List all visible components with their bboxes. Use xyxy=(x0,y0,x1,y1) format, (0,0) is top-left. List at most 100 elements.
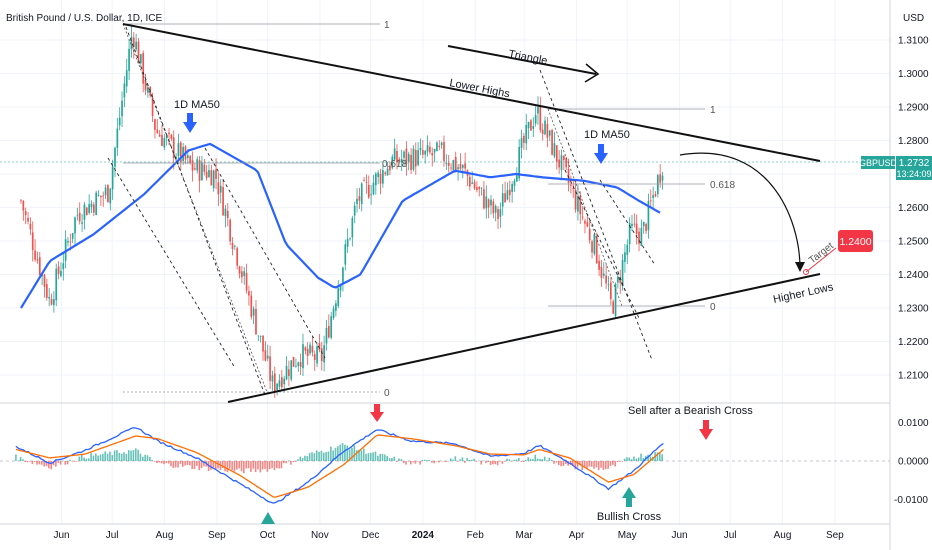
candle[interactable] xyxy=(97,190,100,197)
candle[interactable] xyxy=(257,335,260,341)
candle[interactable] xyxy=(320,341,323,371)
candle[interactable] xyxy=(236,246,239,270)
candle[interactable] xyxy=(640,219,643,247)
candle[interactable] xyxy=(191,151,194,182)
candle[interactable] xyxy=(572,179,575,199)
candle[interactable] xyxy=(226,202,229,227)
candle[interactable] xyxy=(67,237,69,247)
candle[interactable] xyxy=(144,73,147,96)
candle[interactable] xyxy=(74,216,76,246)
candle[interactable] xyxy=(431,147,434,167)
candle[interactable] xyxy=(304,345,307,355)
candle[interactable] xyxy=(614,282,617,319)
candle[interactable] xyxy=(652,186,654,210)
candle[interactable] xyxy=(562,155,565,171)
candle[interactable] xyxy=(60,262,62,278)
candle[interactable] xyxy=(527,121,530,140)
candle[interactable] xyxy=(161,125,163,147)
candle[interactable] xyxy=(539,96,542,133)
candle[interactable] xyxy=(421,140,424,159)
candle[interactable] xyxy=(198,156,201,193)
candle[interactable] xyxy=(642,221,645,234)
candle[interactable] xyxy=(38,251,41,278)
candle[interactable] xyxy=(372,174,375,196)
candle[interactable] xyxy=(649,189,652,208)
candle[interactable] xyxy=(243,267,246,285)
macd-line[interactable] xyxy=(15,427,664,504)
candle[interactable] xyxy=(405,141,408,176)
candle[interactable] xyxy=(43,273,46,298)
candle[interactable] xyxy=(114,146,116,178)
candle[interactable] xyxy=(290,360,293,382)
candle[interactable] xyxy=(271,370,274,391)
candle[interactable] xyxy=(154,118,156,139)
candle[interactable] xyxy=(400,149,403,171)
candle[interactable] xyxy=(280,369,283,391)
candle[interactable] xyxy=(313,350,316,371)
candle[interactable] xyxy=(586,215,589,228)
candle[interactable] xyxy=(344,239,347,271)
channels[interactable] xyxy=(107,26,656,396)
candle[interactable] xyxy=(530,119,532,131)
candle[interactable] xyxy=(417,142,419,167)
candle[interactable] xyxy=(619,269,622,294)
candle[interactable] xyxy=(102,191,105,207)
macd-axis[interactable]: 0.0100 0.0000 -0.0100 xyxy=(894,418,929,506)
candle[interactable] xyxy=(327,314,330,339)
candle[interactable] xyxy=(656,173,659,198)
candle[interactable] xyxy=(107,184,109,203)
candle[interactable] xyxy=(238,265,241,279)
candle[interactable] xyxy=(410,148,412,174)
candle[interactable] xyxy=(85,206,88,216)
candle[interactable] xyxy=(558,150,560,174)
candle[interactable] xyxy=(201,156,203,181)
candle[interactable] xyxy=(574,180,577,213)
candle[interactable] xyxy=(50,293,53,306)
candle[interactable] xyxy=(299,353,302,376)
candle[interactable] xyxy=(100,195,102,206)
candle[interactable] xyxy=(544,116,546,136)
candle[interactable] xyxy=(560,149,563,181)
price-axis[interactable]: 1.31001.30001.29001.28001.27001.26001.25… xyxy=(898,36,929,382)
candle[interactable] xyxy=(217,172,220,206)
candle[interactable] xyxy=(92,201,95,217)
candle[interactable] xyxy=(532,117,535,138)
candle[interactable] xyxy=(598,254,600,276)
candle[interactable] xyxy=(476,181,478,193)
candle[interactable] xyxy=(473,179,476,190)
candle[interactable] xyxy=(48,288,51,307)
candle[interactable] xyxy=(337,280,340,309)
candle[interactable] xyxy=(403,150,405,167)
candle[interactable] xyxy=(95,190,98,216)
candle[interactable] xyxy=(384,171,387,177)
candle[interactable] xyxy=(137,37,140,64)
candle[interactable] xyxy=(464,152,466,173)
candle[interactable] xyxy=(76,207,79,221)
candle[interactable] xyxy=(111,159,114,200)
candle[interactable] xyxy=(57,261,60,280)
candle[interactable] xyxy=(551,128,553,156)
candle[interactable] xyxy=(90,200,93,213)
candle[interactable] xyxy=(24,207,27,225)
candle[interactable] xyxy=(158,130,161,137)
candle[interactable] xyxy=(31,221,34,262)
candle[interactable] xyxy=(654,191,657,198)
candle[interactable] xyxy=(335,300,337,317)
candle[interactable] xyxy=(118,107,121,131)
candle[interactable] xyxy=(525,113,528,151)
candle[interactable] xyxy=(332,305,335,320)
candle[interactable] xyxy=(438,140,441,151)
candle[interactable] xyxy=(393,138,396,161)
candle[interactable] xyxy=(445,154,448,170)
candle[interactable] xyxy=(600,260,603,287)
candle[interactable] xyxy=(250,290,253,320)
candle[interactable] xyxy=(222,179,224,216)
candle[interactable] xyxy=(252,306,255,325)
candle[interactable] xyxy=(506,182,509,201)
candle[interactable] xyxy=(609,276,612,305)
candle[interactable] xyxy=(255,300,257,336)
candle[interactable] xyxy=(635,214,638,245)
candle[interactable] xyxy=(591,239,593,259)
candle[interactable] xyxy=(508,180,511,203)
candle[interactable] xyxy=(485,185,488,219)
